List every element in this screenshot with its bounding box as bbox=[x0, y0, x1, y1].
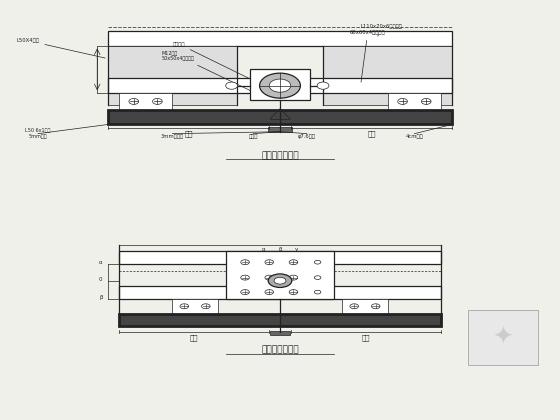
Bar bbox=[108, 110, 452, 124]
Text: 0: 0 bbox=[99, 277, 102, 282]
Circle shape bbox=[421, 98, 431, 105]
Circle shape bbox=[317, 82, 329, 89]
Circle shape bbox=[129, 98, 139, 105]
Circle shape bbox=[226, 82, 237, 89]
Circle shape bbox=[314, 290, 321, 294]
Bar bbox=[108, 79, 452, 93]
Text: β: β bbox=[99, 295, 102, 300]
Text: α: α bbox=[262, 247, 265, 252]
Text: 鲁班: 鲁班 bbox=[184, 130, 193, 137]
Text: 60x60x4镀锌方管: 60x60x4镀锌方管 bbox=[350, 30, 385, 82]
Text: L50 6x1角钢
5mm钢板: L50 6x1角钢 5mm钢板 bbox=[25, 128, 51, 139]
Circle shape bbox=[269, 79, 291, 92]
Text: 4cm钢索: 4cm钢索 bbox=[405, 134, 423, 139]
Circle shape bbox=[289, 290, 298, 294]
Bar bbox=[108, 45, 237, 105]
Text: L110x70x6镀锌角铁: L110x70x6镀锌角铁 bbox=[361, 24, 403, 37]
Bar bbox=[119, 286, 441, 299]
Text: 3mm驳接环: 3mm驳接环 bbox=[161, 134, 184, 139]
Text: 鲁班: 鲁班 bbox=[190, 334, 198, 341]
Bar bbox=[119, 93, 172, 110]
Circle shape bbox=[371, 304, 380, 309]
Circle shape bbox=[289, 260, 298, 265]
Circle shape bbox=[241, 290, 249, 294]
Circle shape bbox=[260, 73, 300, 98]
Bar bbox=[468, 310, 538, 365]
Circle shape bbox=[350, 304, 358, 309]
Text: 横向采割节点二: 横向采割节点二 bbox=[261, 346, 299, 354]
Bar bbox=[323, 45, 452, 105]
Text: ✦: ✦ bbox=[493, 326, 514, 350]
Circle shape bbox=[265, 290, 273, 294]
Circle shape bbox=[398, 98, 408, 105]
Bar bbox=[226, 252, 334, 299]
Circle shape bbox=[268, 274, 292, 287]
Bar bbox=[342, 299, 388, 314]
Circle shape bbox=[265, 260, 273, 265]
Circle shape bbox=[274, 277, 286, 284]
Circle shape bbox=[265, 275, 273, 280]
Circle shape bbox=[241, 275, 249, 280]
Text: 鲁班: 鲁班 bbox=[367, 130, 376, 137]
Circle shape bbox=[152, 98, 162, 105]
Text: α: α bbox=[99, 260, 102, 265]
Text: 驳接头: 驳接头 bbox=[249, 134, 258, 139]
Bar bbox=[108, 31, 452, 45]
Bar bbox=[270, 331, 290, 335]
Circle shape bbox=[241, 260, 249, 265]
Text: L50X4角钢: L50X4角钢 bbox=[17, 38, 105, 58]
Circle shape bbox=[180, 304, 189, 309]
Bar bbox=[250, 69, 310, 100]
Bar bbox=[119, 314, 441, 326]
Text: φ7.6钢索: φ7.6钢索 bbox=[298, 134, 316, 139]
Circle shape bbox=[202, 304, 210, 309]
Text: 鲁班: 鲁班 bbox=[362, 334, 370, 341]
Bar bbox=[268, 127, 292, 132]
Circle shape bbox=[289, 275, 298, 280]
Text: γ: γ bbox=[295, 247, 298, 252]
Text: 钢驳接爪: 钢驳接爪 bbox=[172, 42, 253, 81]
Bar bbox=[388, 93, 441, 110]
Circle shape bbox=[314, 276, 321, 279]
Text: M12螺栓
50x50x4镀锌铁板: M12螺栓 50x50x4镀锌铁板 bbox=[162, 50, 253, 92]
Bar bbox=[119, 251, 441, 264]
Text: 横向采割节点一: 横向采割节点一 bbox=[261, 151, 299, 160]
Circle shape bbox=[314, 260, 321, 264]
Bar bbox=[172, 299, 218, 314]
Text: β: β bbox=[278, 247, 282, 252]
